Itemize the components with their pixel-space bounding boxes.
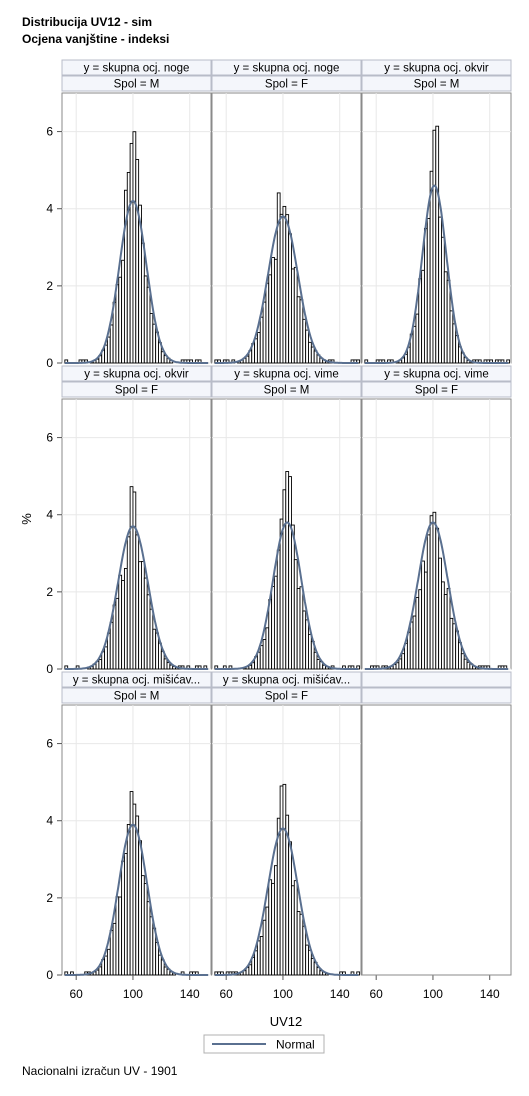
x-tick-label: 100 (273, 987, 293, 1001)
normal-curve (214, 827, 359, 976)
x-tick-label: 100 (423, 987, 443, 1001)
y-tick-label: 6 (46, 737, 53, 751)
normal-curve (214, 521, 359, 670)
panel-header-sex: Spol = M (114, 691, 160, 703)
panel-header-box (211, 75, 362, 92)
panel-header-box (361, 381, 512, 398)
legend-label-normal: Normal (276, 1038, 315, 1052)
y-axis-label: % (19, 513, 34, 525)
panel-header-box (361, 75, 512, 92)
panel-header-box (61, 59, 212, 76)
y-tick-label: 0 (46, 356, 53, 370)
x-tick-label: 140 (480, 987, 500, 1001)
y-tick-label: 0 (46, 968, 53, 982)
panel-frame (361, 704, 512, 976)
panel-header-variable: y = skupna ocj. vime (384, 369, 489, 381)
x-tick-label: 140 (180, 987, 200, 1001)
panel-header-variable: y = skupna ocj. okvir (84, 369, 189, 381)
panel-header-variable: y = skupna ocj. noge (84, 63, 190, 75)
y-tick-label: 2 (46, 891, 53, 905)
panel-header-sex: Spol = F (265, 79, 308, 91)
y-tick-label: 0 (46, 662, 53, 676)
y-tick-label: 4 (46, 814, 53, 828)
panel-header-box (211, 381, 362, 398)
panel-header-box (61, 75, 212, 92)
panel-header-sex: Spol = F (115, 385, 158, 397)
x-tick-label: 60 (370, 987, 384, 1001)
chart-title: Distribucija UV12 - sim (22, 15, 153, 29)
panel-header-box (361, 687, 512, 704)
panel-header-variable: y = skupna ocj. mišićav... (223, 675, 350, 687)
x-axis-label: UV12 (270, 1014, 303, 1029)
footnote: Nacionalni izračun UV - 1901 (22, 1064, 178, 1078)
panel-header-sex: Spol = F (265, 691, 308, 703)
normal-curve (64, 199, 209, 364)
y-tick-label: 2 (46, 279, 53, 293)
panel-header-variable: y = skupna ocj. mišićav... (73, 675, 200, 687)
panel-header-box (361, 59, 512, 76)
normal-curve (64, 525, 209, 670)
normal-curve (364, 184, 509, 364)
panel-header-box (61, 381, 212, 398)
x-tick-label: 60 (70, 987, 84, 1001)
y-tick-label: 6 (46, 125, 53, 139)
normal-curve (64, 823, 209, 976)
x-tick-label: 140 (330, 987, 350, 1001)
panel-header-box (361, 365, 512, 382)
normal-curve (364, 521, 509, 670)
panel-header-box (211, 671, 362, 688)
panel-header-sex: Spol = M (414, 79, 460, 91)
y-tick-label: 4 (46, 508, 53, 522)
panel-header-sex: Spol = M (114, 79, 160, 91)
normal-curve (214, 215, 359, 364)
panel-header-sex: Spol = F (415, 385, 458, 397)
y-tick-label: 2 (46, 585, 53, 599)
chart-subtitle: Ocjena vanjštine - indeksi (22, 32, 170, 46)
x-tick-label: 60 (220, 987, 234, 1001)
panel-header-box (61, 687, 212, 704)
panel-header-box (61, 365, 212, 382)
y-tick-label: 6 (46, 431, 53, 445)
panel-header-variable: y = skupna ocj. noge (234, 63, 340, 75)
panel-header-sex: Spol = M (264, 385, 310, 397)
panel-header-box (211, 59, 362, 76)
panel-header-variable: y = skupna ocj. okvir (384, 63, 489, 75)
y-tick-label: 4 (46, 202, 53, 216)
x-tick-label: 100 (123, 987, 143, 1001)
panel-header-box (211, 687, 362, 704)
panel-header-variable: y = skupna ocj. vime (234, 369, 339, 381)
panel-header-box (61, 671, 212, 688)
panel-header-box (211, 365, 362, 382)
panel-header-box (361, 671, 512, 688)
